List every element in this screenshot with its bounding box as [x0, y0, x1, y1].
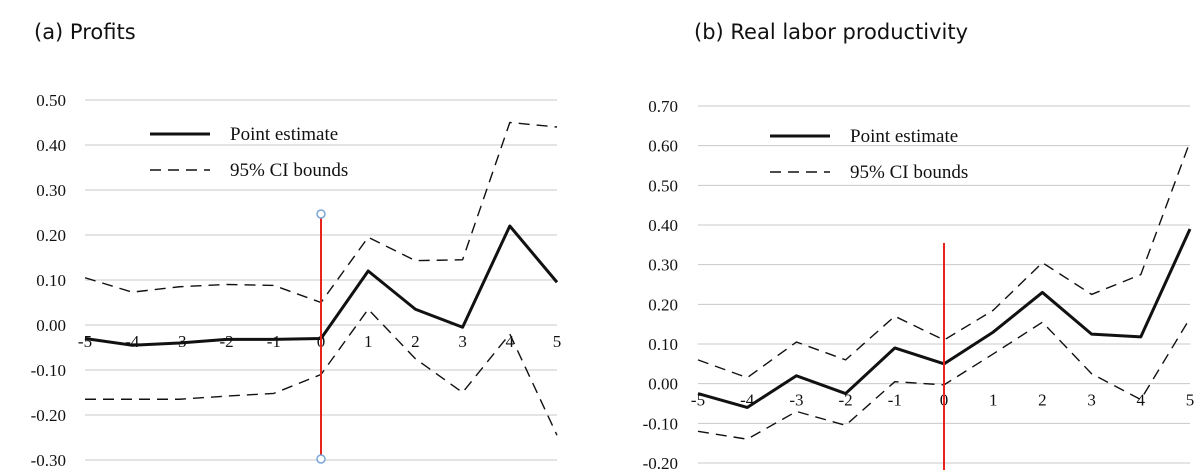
legend-label-b: 95% CI bounds — [850, 162, 968, 183]
y-tick-label-a: 0.20 — [36, 226, 66, 245]
chart-a-title: (a) Profits — [34, 20, 136, 44]
y-tick-label-a: -0.20 — [31, 406, 66, 425]
x-tick-label-a: 4 — [506, 332, 515, 351]
legend-label-b: Point estimate — [850, 126, 958, 147]
x-tick-label-a: 2 — [411, 332, 420, 351]
y-tick-label-a: -0.30 — [31, 451, 66, 470]
chart-b-title: (b) Real labor productivity — [694, 20, 969, 44]
marker-handle-top-a — [316, 209, 326, 219]
y-tick-label-a: 0.00 — [36, 316, 66, 335]
y-tick-label-b: 0.30 — [648, 256, 678, 275]
x-tick-label-a: -1 — [267, 332, 281, 351]
x-tick-label-a: -2 — [220, 332, 234, 351]
y-tick-label-b: -0.20 — [643, 454, 678, 473]
y-tick-label-b: 0.60 — [648, 137, 678, 156]
marker-handle-bottom-a — [316, 454, 326, 464]
y-tick-label-b: 0.70 — [648, 97, 678, 116]
y-tick-label-b: 0.20 — [648, 295, 678, 314]
series-ci-upper-b — [697, 141, 1191, 379]
x-tick-label-b: 5 — [1186, 391, 1195, 410]
x-tick-label-b: 2 — [1038, 391, 1047, 410]
y-tick-label-b: 0.10 — [648, 335, 678, 354]
x-tick-label-a: -5 — [78, 332, 92, 351]
y-tick-label-a: -0.10 — [31, 361, 66, 380]
x-tick-label-b: -2 — [839, 391, 853, 410]
chart-profits: 0.50 0.40 0.30 0.20 0.10 0.00 -0.10 -0.20 -0.30 -… — [31, 91, 562, 470]
y-tick-label-a: 0.10 — [36, 271, 66, 290]
x-tick-label-b: 3 — [1087, 391, 1096, 410]
y-tick-label-a: 0.30 — [36, 181, 66, 200]
y-tick-label-b: 0.40 — [648, 216, 678, 235]
y-tick-label-b: 0.00 — [648, 375, 678, 394]
x-tick-label-b: 4 — [1137, 391, 1146, 410]
y-tick-label-a: 0.50 — [36, 91, 66, 110]
y-tick-label-b: 0.50 — [648, 176, 678, 195]
x-tick-label-a: -4 — [125, 332, 140, 351]
chart-real-labor-productivity: 0.70 0.60 0.50 0.40 0.30 0.20 0.10 0.00 -0.10 -0.… — [643, 97, 1195, 473]
legend-label-a: Point estimate — [230, 124, 338, 145]
y-tick-label-a: 0.40 — [36, 136, 66, 155]
x-tick-label-b: 1 — [989, 391, 998, 410]
x-tick-label-a: 1 — [364, 332, 373, 351]
x-tick-label-a: 3 — [458, 332, 467, 351]
legend-label-a: 95% CI bounds — [230, 160, 348, 181]
x-tick-label-a: 5 — [553, 332, 562, 351]
y-tick-label-b: -0.10 — [643, 414, 678, 433]
x-tick-label-b: -3 — [789, 391, 803, 410]
x-tick-label-b: -1 — [888, 391, 902, 410]
